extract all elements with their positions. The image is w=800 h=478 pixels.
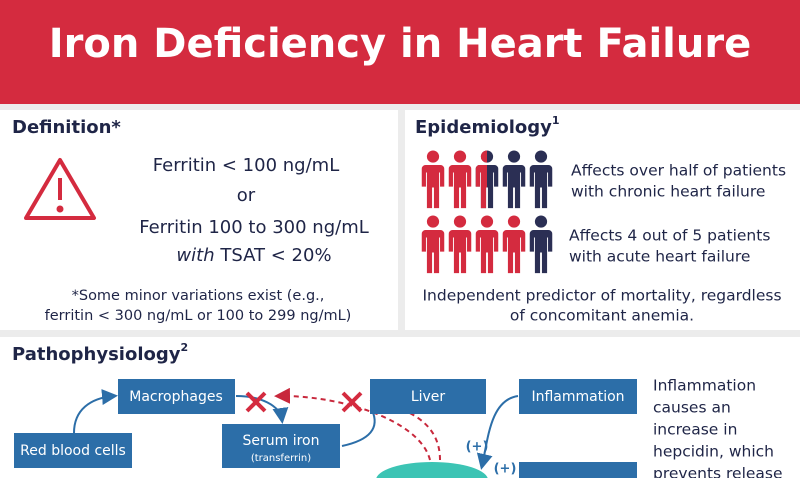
node-box	[222, 424, 340, 468]
node-sublabel: (transferrin)	[251, 453, 311, 464]
heading-text: Epidemiology	[415, 117, 552, 138]
node-box	[519, 462, 637, 478]
criterion-emphasis: with	[176, 245, 214, 266]
node-label: Liver	[411, 389, 446, 405]
node-label: Macrophages	[129, 389, 223, 405]
criterion: Ferritin < 100 ng/mL	[153, 155, 339, 176]
fact: with acute heart failure	[569, 248, 750, 266]
superscript: 1	[552, 114, 560, 127]
patho-note: Inflammation	[653, 377, 756, 395]
pathophysiology-heading: Pathophysiology2	[12, 341, 188, 365]
node-box	[519, 379, 637, 414]
header-band	[0, 0, 800, 104]
edge-label: (+)	[494, 462, 517, 477]
definition-heading: Definition*	[12, 117, 121, 138]
edge-label: (+)	[466, 440, 489, 455]
superscript: 2	[180, 341, 188, 354]
hepcidin-node	[376, 462, 488, 478]
warning-icon	[24, 158, 96, 220]
node-label: Inflammation	[531, 389, 624, 405]
block-marks	[245, 391, 363, 413]
patho-note: hepcidin, which	[653, 443, 774, 461]
node-box	[370, 379, 486, 414]
criterion-rest: TSAT < 20%	[219, 245, 331, 266]
patho-note: causes an	[653, 399, 731, 417]
node-box	[118, 379, 235, 414]
patho-note: increase in	[653, 421, 737, 439]
epi-note: of concomitant anemia.	[510, 307, 694, 325]
criterion: with TSAT < 20%	[176, 245, 331, 266]
title: Iron Deficiency in Heart Failure	[49, 21, 751, 67]
criterion: Ferritin 100 to 300 ng/mL	[139, 217, 369, 238]
fact: Affects over half of patients	[571, 162, 786, 180]
fact: with chronic heart failure	[571, 183, 765, 201]
node-label: Serum iron	[243, 433, 320, 449]
footnote: ferritin < 300 ng/mL or 100 to 299 ng/mL…	[45, 308, 352, 324]
heading-text: Pathophysiology	[12, 344, 181, 365]
footnote: *Some minor variations exist (e.g.,	[72, 288, 325, 304]
node-label: Red blood cells	[20, 443, 126, 459]
epidemiology-panel	[405, 110, 800, 330]
criterion: or	[237, 185, 256, 206]
epidemiology-heading: Epidemiology1	[415, 114, 560, 138]
node-box	[14, 433, 132, 468]
patho-note: prevents release	[653, 465, 783, 478]
fact: Affects 4 out of 5 patients	[569, 227, 770, 245]
epi-note: Independent predictor of mortality, rega…	[422, 287, 781, 305]
